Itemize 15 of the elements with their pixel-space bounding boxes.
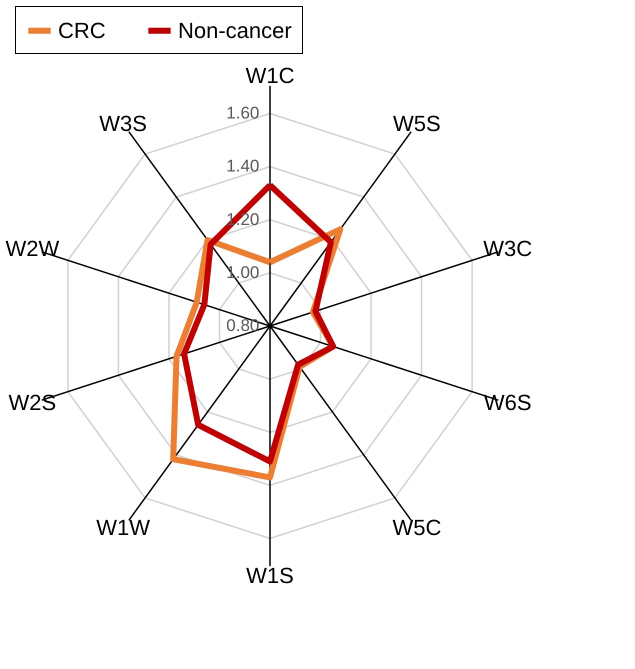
spoke-label: W5C (392, 515, 442, 540)
y-tick-label: 1.40 (226, 156, 260, 176)
spoke-label: W5S (393, 110, 441, 136)
spoke-label: W1S (246, 562, 294, 588)
y-tick-label: 0.80 (226, 316, 260, 335)
spoke-label: W2S (8, 390, 56, 416)
legend-label: Non-cancer (178, 18, 292, 43)
spoke-label: W1C (246, 63, 295, 88)
spoke-label: W2W (5, 236, 60, 261)
spoke-label: W1W (96, 515, 150, 540)
spoke-label: W3C (483, 236, 532, 261)
y-tick-label: 1.60 (226, 104, 260, 122)
legend-label: CRC (58, 18, 106, 43)
spoke-label: W3S (99, 110, 147, 136)
spoke-label: W6S (484, 390, 532, 416)
